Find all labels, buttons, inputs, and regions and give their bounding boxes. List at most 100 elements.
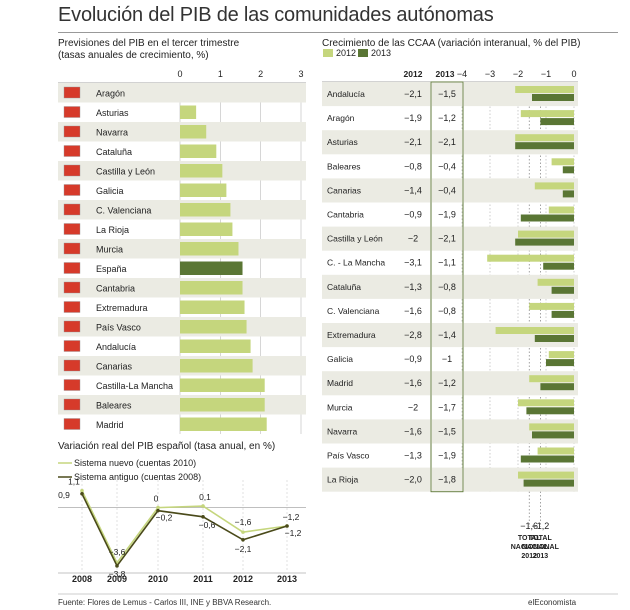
flag-icon [63,359,81,372]
forecast-x-tick: 3 [298,69,303,79]
line-x-tick: 2008 [72,574,92,584]
growth-value-2013: −1,2 [438,378,456,388]
growth-legend-swatch [358,49,368,57]
flag-icon [63,203,81,216]
growth-value-2012: −2 [408,234,418,244]
forecast-category-label: Madrid [96,420,124,430]
line-data-label: −0,6 [199,520,216,530]
line-series-old [81,493,288,568]
growth-2013-column-outline [430,81,464,493]
growth-value-2013: −1,5 [438,426,456,436]
growth-bar-2012 [515,86,574,93]
forecast-bar [180,242,239,256]
line-legend-label: Sistema nuevo (cuentas 2010) [74,458,196,468]
line-x-tick: 2010 [148,574,168,584]
growth-category-label: Extremadura [327,330,376,340]
forecast-category-label: Castilla y León [96,167,155,177]
line-data-label: −3,6 [109,547,126,557]
forecast-title: Previsiones del PIB en el tercer trimest… [58,38,240,49]
growth-bar-2013 [562,166,574,174]
line-x-tick: 2013 [277,574,297,584]
forecast-category-label: País Vasco [96,323,141,333]
growth-value-2012: −2,0 [404,475,422,485]
growth-bar-2012 [548,351,574,359]
flag-icon [63,145,81,157]
growth-bar-2012 [518,399,574,407]
line-data-label: 0,9 [58,490,70,500]
forecast-category-label: Cataluña [96,147,132,157]
growth-bar-2012 [495,327,574,334]
growth-value-2013: −1,4 [438,330,456,340]
growth-bar-2012 [529,423,574,431]
forecast-bar [180,281,243,295]
forecast-category-label: Baleares [96,401,132,411]
flag-icon [63,281,81,294]
growth-value-2012: −2 [408,402,418,412]
growth-bar-2013 [562,190,574,198]
forecast-row-stripe [58,83,306,103]
flag-icon [63,418,81,430]
line-point [156,505,160,510]
line-point [156,508,160,513]
forecast-category-label: C. Valenciana [96,206,151,216]
line-x-tick: 2009 [107,574,127,584]
line-data-label: −1,2 [285,528,302,538]
growth-bar-2013 [532,431,574,439]
line-data-label: 0 [154,494,159,504]
growth-bar-2012 [537,278,574,286]
growth-category-label: Castilla y León [327,234,383,244]
brand-name: elEconomista [528,598,577,607]
growth-total-label: 2012 [521,553,537,560]
growth-value-2013: −2,1 [438,234,456,244]
growth-value-2013: −1,5 [438,89,456,99]
forecast-bar [180,222,233,236]
flag-icon [63,86,81,99]
forecast-bar [180,320,247,334]
flag-icon [63,320,81,333]
line-data-label: 1,1 [68,477,80,487]
growth-category-label: Andalucía [327,89,365,99]
growth-value-2013: −1,8 [438,475,456,485]
forecast-bar [180,378,265,392]
growth-category-label: Aragón [327,113,355,123]
line-data-label: −1,6 [235,517,252,527]
growth-bar-2012 [529,375,574,383]
forecast-bar [180,261,243,275]
title-rule [58,32,618,33]
growth-value-2013: −0,4 [438,161,456,171]
growth-total-value: −1,6 [520,521,538,531]
growth-x-tick: −4 [457,69,467,79]
growth-value-2012: −0,8 [404,161,422,171]
growth-bar-2012 [515,134,574,142]
growth-value-2012: −2,1 [404,137,422,147]
growth-bar-2012 [518,230,574,238]
growth-value-2012: −0,9 [404,354,422,364]
growth-value-2013: −2,1 [438,137,456,147]
forecast-category-label: Aragón [96,89,125,99]
growth-value-2013: −1,9 [438,210,456,220]
growth-bar-2012 [548,206,574,214]
growth-value-2013: −0,8 [438,282,456,292]
forecast-category-label: Andalucía [96,342,136,352]
growth-bar-2012 [520,110,574,118]
flag-icon [63,262,81,274]
growth-value-2013: −0,4 [438,185,456,195]
line-data-label: 0,1 [199,492,211,502]
growth-x-tick: 0 [571,69,576,79]
growth-x-tick: −2 [513,69,523,79]
line-point [80,488,84,493]
growth-value-2012: −1,3 [404,282,422,292]
gdp-line-title: Variación real del PIB español (tasa anu… [58,441,276,452]
growth-category-label: Cantabria [327,210,364,220]
growth-total-label: TOTAL [529,535,552,542]
growth-bar-2013 [520,214,574,222]
growth-bar-2013 [523,479,574,487]
line-point [201,504,205,508]
line-data-label: −3,8 [109,569,126,579]
forecast-category-label: Galicia [96,186,124,196]
growth-category-label: Murcia [327,402,353,412]
line-point [201,515,205,519]
growth-category-label: C. - La Mancha [327,258,385,268]
growth-bar-2013 [532,94,574,101]
